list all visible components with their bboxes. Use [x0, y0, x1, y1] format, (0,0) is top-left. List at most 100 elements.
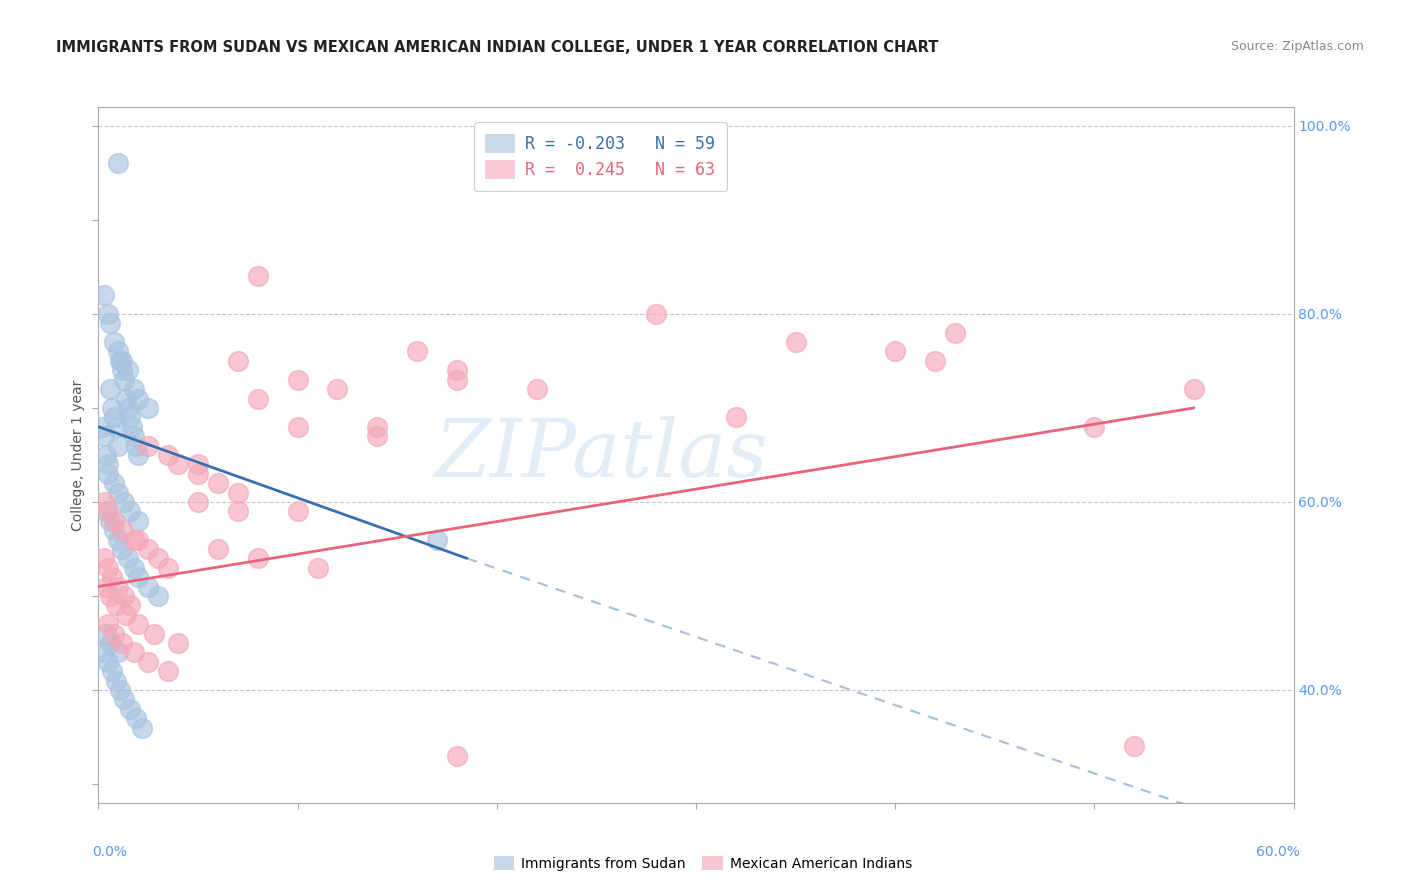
Point — [93, 288, 115, 302]
Point — [97, 560, 120, 574]
Point — [785, 335, 807, 350]
Point — [326, 382, 349, 396]
Text: ZIPatlas: ZIPatlas — [433, 417, 768, 493]
Point — [107, 344, 129, 359]
Point — [100, 514, 122, 528]
Point — [143, 626, 166, 640]
Point — [97, 617, 120, 632]
Point — [110, 683, 132, 698]
Point — [127, 448, 149, 462]
Point — [100, 382, 122, 396]
Point — [97, 504, 120, 518]
Point — [103, 476, 125, 491]
Point — [136, 401, 159, 415]
Point — [111, 636, 134, 650]
Point — [246, 392, 269, 406]
Point — [103, 523, 125, 537]
Point — [120, 410, 142, 425]
Point — [121, 419, 143, 434]
Point — [105, 419, 128, 434]
Point — [112, 495, 135, 509]
Point — [287, 419, 309, 434]
Point — [446, 373, 468, 387]
Point — [112, 373, 135, 387]
Text: 0.0%: 0.0% — [93, 845, 128, 858]
Point — [1182, 382, 1205, 396]
Point — [1123, 739, 1146, 754]
Point — [187, 458, 209, 472]
Point — [117, 401, 139, 415]
Point — [124, 645, 146, 659]
Point — [103, 335, 125, 350]
Point — [246, 551, 269, 566]
Point — [406, 344, 429, 359]
Point — [101, 401, 124, 415]
Point — [96, 504, 118, 518]
Point — [366, 419, 388, 434]
Point — [97, 655, 120, 669]
Point — [91, 419, 114, 434]
Text: Source: ZipAtlas.com: Source: ZipAtlas.com — [1230, 40, 1364, 54]
Point — [127, 514, 149, 528]
Point — [107, 580, 129, 594]
Text: 60.0%: 60.0% — [1256, 845, 1299, 858]
Point — [120, 599, 142, 613]
Point — [226, 354, 249, 368]
Point — [207, 476, 229, 491]
Point — [148, 551, 170, 566]
Point — [446, 748, 468, 763]
Point — [207, 541, 229, 556]
Point — [924, 354, 946, 368]
Point — [307, 560, 329, 574]
Point — [226, 504, 249, 518]
Point — [426, 533, 449, 547]
Point — [645, 307, 668, 321]
Point — [100, 589, 122, 603]
Point — [93, 495, 115, 509]
Point — [127, 392, 149, 406]
Point — [943, 326, 966, 340]
Point — [136, 541, 159, 556]
Y-axis label: College, Under 1 year: College, Under 1 year — [70, 379, 84, 531]
Point — [97, 307, 120, 321]
Point — [112, 692, 135, 706]
Point — [120, 702, 142, 716]
Point — [125, 438, 148, 452]
Point — [124, 429, 146, 443]
Point — [124, 560, 146, 574]
Point — [107, 533, 129, 547]
Point — [111, 541, 134, 556]
Point — [120, 504, 142, 518]
Point — [96, 448, 118, 462]
Point — [446, 363, 468, 377]
Point — [110, 354, 132, 368]
Point — [93, 551, 115, 566]
Point — [107, 485, 129, 500]
Point — [724, 410, 747, 425]
Point — [111, 363, 134, 377]
Point — [115, 607, 138, 622]
Point — [157, 448, 180, 462]
Point — [136, 580, 159, 594]
Point — [100, 316, 122, 330]
Point — [107, 645, 129, 659]
Point — [124, 533, 146, 547]
Point — [167, 636, 190, 650]
Point — [115, 392, 138, 406]
Point — [117, 363, 139, 377]
Point — [167, 458, 190, 472]
Point — [105, 599, 128, 613]
Point — [287, 504, 309, 518]
Text: IMMIGRANTS FROM SUDAN VS MEXICAN AMERICAN INDIAN COLLEGE, UNDER 1 YEAR CORRELATI: IMMIGRANTS FROM SUDAN VS MEXICAN AMERICA… — [56, 40, 939, 55]
Point — [131, 721, 153, 735]
Point — [127, 570, 149, 584]
Point — [1083, 419, 1105, 434]
Point — [111, 523, 134, 537]
Point — [93, 429, 115, 443]
Point — [96, 580, 118, 594]
Point — [157, 560, 180, 574]
Point — [124, 382, 146, 396]
Point — [187, 495, 209, 509]
Point — [127, 533, 149, 547]
Point — [226, 485, 249, 500]
